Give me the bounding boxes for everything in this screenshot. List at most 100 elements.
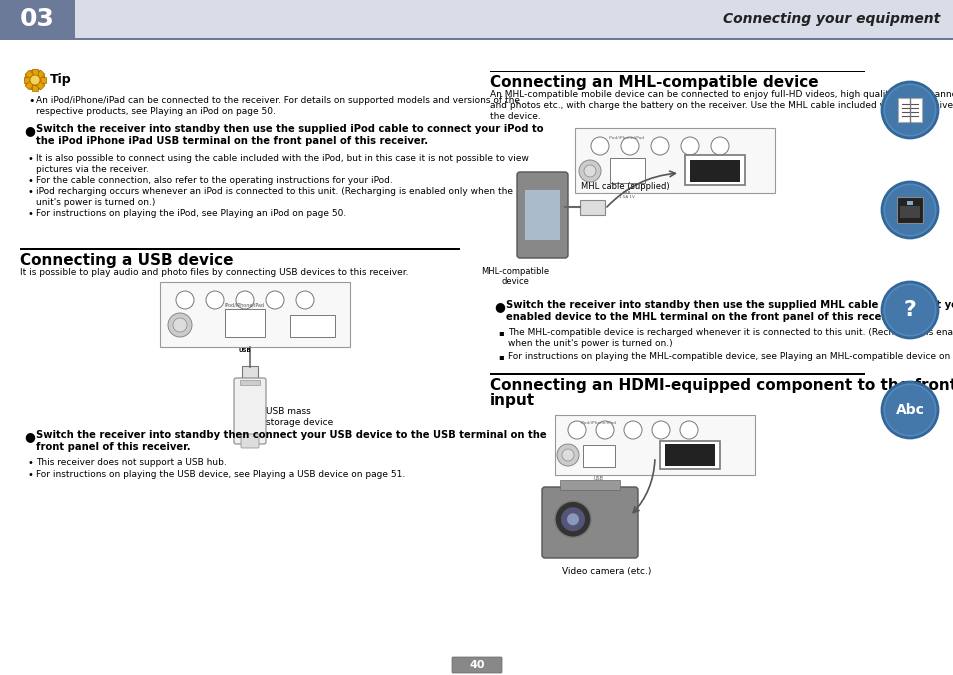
Bar xyxy=(75,0,953,38)
Bar xyxy=(240,380,260,385)
Circle shape xyxy=(566,513,578,525)
Text: An MHL-compatible mobile device can be connected to enjoy full-HD videos, high q: An MHL-compatible mobile device can be c… xyxy=(490,90,953,99)
Text: USB
1.5A 1V: USB 1.5A 1V xyxy=(618,191,635,199)
Circle shape xyxy=(561,449,574,461)
Text: •: • xyxy=(28,187,34,197)
Circle shape xyxy=(882,382,937,438)
Bar xyxy=(609,158,644,183)
Bar xyxy=(490,70,864,72)
Text: ?: ? xyxy=(902,300,916,320)
Text: •: • xyxy=(28,176,34,186)
Text: unit's power is turned on.): unit's power is turned on.) xyxy=(36,198,155,207)
Text: iPod recharging occurs whenever an iPod is connected to this unit. (Recharging i: iPod recharging occurs whenever an iPod … xyxy=(36,187,513,196)
Text: input: input xyxy=(490,393,535,408)
Text: An iPod/iPhone/iPad can be connected to the receiver. For details on supported m: An iPod/iPhone/iPad can be connected to … xyxy=(36,96,519,105)
Text: Connecting a USB device: Connecting a USB device xyxy=(20,253,233,268)
Circle shape xyxy=(560,507,584,531)
Bar xyxy=(659,441,720,469)
Text: ●: ● xyxy=(24,124,35,137)
Text: MHL cable (supplied): MHL cable (supplied) xyxy=(580,182,669,191)
Text: HDMI 2 INPUT: HDMI 2 INPUT xyxy=(673,481,705,485)
Circle shape xyxy=(620,137,639,155)
Circle shape xyxy=(884,285,934,335)
Circle shape xyxy=(168,313,192,337)
Circle shape xyxy=(882,182,937,238)
Bar xyxy=(684,155,744,185)
Circle shape xyxy=(30,75,40,85)
Circle shape xyxy=(557,444,578,466)
Text: Abc: Abc xyxy=(895,403,923,417)
Text: and photos etc., with charge the battery on the receiver. Use the MHL cable incl: and photos etc., with charge the battery… xyxy=(490,101,953,110)
Bar xyxy=(20,248,459,250)
FancyBboxPatch shape xyxy=(517,172,567,258)
Text: iPod/iPhone/iPad: iPod/iPhone/iPad xyxy=(225,302,265,308)
Text: For instructions on playing the USB device, see Playing a USB device on page 51.: For instructions on playing the USB devi… xyxy=(36,470,405,479)
Text: Switch the receiver into standby then connect your USB device to the USB termina: Switch the receiver into standby then co… xyxy=(36,430,546,440)
Text: ●: ● xyxy=(494,300,504,313)
Bar xyxy=(0,38,953,40)
Circle shape xyxy=(882,82,937,138)
Text: •: • xyxy=(28,96,34,106)
Bar xyxy=(575,128,774,193)
Text: MHL-compatible
device: MHL-compatible device xyxy=(480,267,549,286)
Bar xyxy=(225,309,265,337)
Bar xyxy=(559,480,619,490)
Text: This receiver does not support a USB hub.: This receiver does not support a USB hub… xyxy=(36,458,227,467)
Bar xyxy=(899,206,919,218)
Bar xyxy=(555,415,754,475)
Bar xyxy=(160,282,350,347)
Text: 40: 40 xyxy=(469,660,484,670)
Text: Switch the receiver into standby then use the supplied iPod cable to connect you: Switch the receiver into standby then us… xyxy=(36,124,543,134)
Text: front panel of this receiver.: front panel of this receiver. xyxy=(36,442,191,452)
Text: Switch the receiver into standby then use the supplied MHL cable to connect your: Switch the receiver into standby then us… xyxy=(505,300,953,310)
Bar xyxy=(242,366,257,382)
Circle shape xyxy=(884,385,934,435)
Text: iPod/iPhone/iPad: iPod/iPhone/iPad xyxy=(608,136,644,140)
Bar xyxy=(32,69,38,75)
Circle shape xyxy=(555,502,590,537)
Text: Tip: Tip xyxy=(50,74,71,86)
Text: when the unit's power is turned on.): when the unit's power is turned on.) xyxy=(507,339,672,348)
Circle shape xyxy=(266,291,284,309)
Circle shape xyxy=(235,291,253,309)
Text: iPod/iPhone/iPad: iPod/iPhone/iPad xyxy=(580,421,617,425)
Bar xyxy=(906,201,912,205)
Circle shape xyxy=(175,291,193,309)
Text: For instructions on playing the MHL-compatible device, see Playing an MHL-compat: For instructions on playing the MHL-comp… xyxy=(507,352,953,361)
FancyBboxPatch shape xyxy=(241,434,258,448)
Circle shape xyxy=(578,160,600,182)
Circle shape xyxy=(679,421,698,439)
Text: Connecting an HDMI-equipped component to the front panel: Connecting an HDMI-equipped component to… xyxy=(490,378,953,393)
Circle shape xyxy=(680,137,699,155)
FancyBboxPatch shape xyxy=(541,487,638,558)
Text: •: • xyxy=(28,470,34,480)
Circle shape xyxy=(567,421,585,439)
Text: It is possible to play audio and photo files by connecting USB devices to this r: It is possible to play audio and photo f… xyxy=(20,268,408,277)
Bar xyxy=(290,315,335,337)
Bar xyxy=(664,444,714,466)
Text: 03: 03 xyxy=(20,7,54,31)
Text: USB mass
storage device: USB mass storage device xyxy=(266,407,333,427)
Text: ▪: ▪ xyxy=(497,328,503,337)
Text: ▪: ▪ xyxy=(497,352,503,361)
Circle shape xyxy=(710,137,728,155)
Text: Video camera (etc.): Video camera (etc.) xyxy=(561,567,651,576)
Text: the iPod iPhone iPad USB terminal on the front panel of this receiver.: the iPod iPhone iPad USB terminal on the… xyxy=(36,136,428,146)
Text: •: • xyxy=(28,154,34,164)
Text: It is also possible to connect using the cable included with the iPod, but in th: It is also possible to connect using the… xyxy=(36,154,528,163)
Bar xyxy=(32,85,38,91)
Text: Connecting an MHL-compatible device: Connecting an MHL-compatible device xyxy=(490,75,818,90)
Bar xyxy=(582,445,615,467)
Bar xyxy=(897,98,921,122)
Bar xyxy=(36,70,45,78)
Bar xyxy=(896,197,923,223)
Text: enabled device to the MHL terminal on the front panel of this receiver.: enabled device to the MHL terminal on th… xyxy=(505,312,904,322)
Text: •: • xyxy=(28,458,34,468)
Circle shape xyxy=(884,85,934,135)
Text: •: • xyxy=(28,209,34,219)
Text: pictures via the receiver.: pictures via the receiver. xyxy=(36,165,149,174)
Circle shape xyxy=(596,421,614,439)
Circle shape xyxy=(206,291,224,309)
Text: the device.: the device. xyxy=(490,112,540,121)
Text: The MHL-compatible device is recharged whenever it is connected to this unit. (R: The MHL-compatible device is recharged w… xyxy=(507,328,953,337)
